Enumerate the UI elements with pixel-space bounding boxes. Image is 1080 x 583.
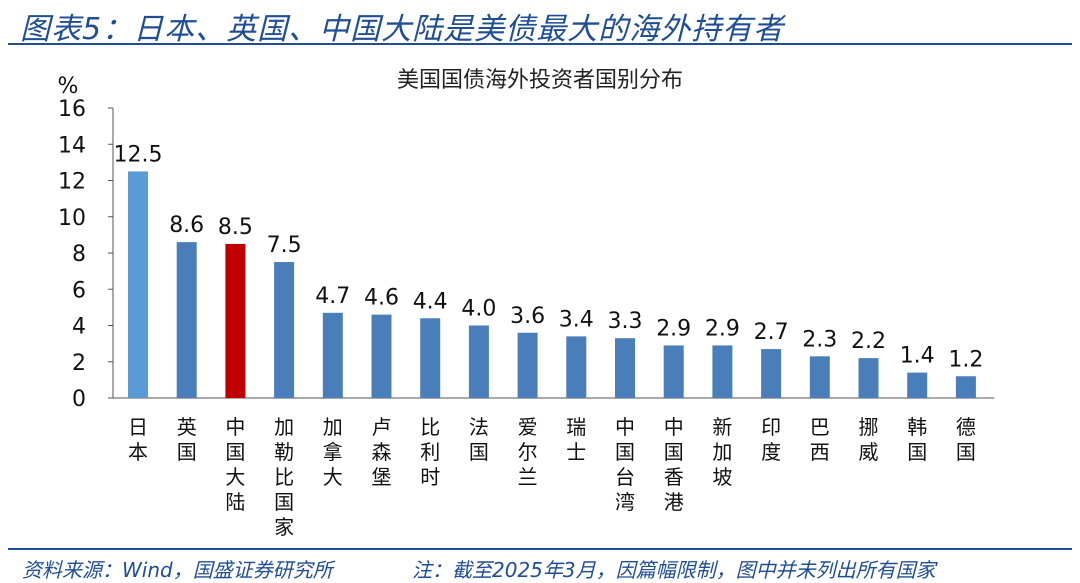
bar xyxy=(809,356,830,398)
x-tick-label: 挪威 xyxy=(859,415,879,464)
x-tick-label: 巴西 xyxy=(810,415,830,464)
bar xyxy=(371,314,392,398)
y-tick-label: 10 xyxy=(58,206,86,231)
data-label: 3.6 xyxy=(510,304,545,329)
data-label: 1.2 xyxy=(948,347,983,372)
figure-title: 图表5：日本、英国、中国大陆是美债最大的海外持有者 xyxy=(20,12,785,47)
x-tick-label: 日本 xyxy=(128,415,148,464)
bar xyxy=(955,376,976,398)
x-tick-label: 比利时 xyxy=(420,415,440,489)
data-label: 3.3 xyxy=(608,309,643,334)
y-tick-label: 8 xyxy=(72,242,86,267)
y-tick-label: 2 xyxy=(72,351,86,376)
figure-footer: 资料来源：Wind，国盛证券研究所 注：截至2025年3月，因篇幅限制，图中并未… xyxy=(0,546,1080,582)
bar xyxy=(663,345,684,398)
y-tick-label: 6 xyxy=(72,278,86,303)
x-tick-label: 加拿大 xyxy=(323,415,343,489)
bar xyxy=(761,349,782,398)
x-tick-label: 德国 xyxy=(956,415,976,464)
x-tick-label: 英国 xyxy=(177,415,197,464)
y-tick-label: 16 xyxy=(58,97,86,122)
bar xyxy=(274,262,295,398)
x-tick-label: 中国台湾 xyxy=(615,415,635,514)
bar xyxy=(566,336,587,398)
bar xyxy=(517,332,538,398)
x-tick-label: 新加坡 xyxy=(712,415,732,489)
source-note: 资料来源：Wind，国盛证券研究所 xyxy=(22,558,333,582)
footer-rule xyxy=(8,548,1072,550)
x-tick-label: 爱尔兰 xyxy=(518,415,538,489)
data-label: 12.5 xyxy=(114,142,163,167)
data-label: 4.0 xyxy=(461,297,496,322)
data-label: 3.4 xyxy=(559,307,594,332)
y-tick-label: 12 xyxy=(58,170,86,195)
bar xyxy=(128,171,148,398)
x-tick-label: 韩国 xyxy=(907,415,927,464)
data-label: 4.7 xyxy=(315,284,350,309)
data-label: 2.9 xyxy=(705,316,740,341)
data-label: 8.6 xyxy=(169,213,204,238)
y-tick-label: 4 xyxy=(72,315,86,340)
y-axis-label: % xyxy=(58,74,79,99)
data-label: 2.9 xyxy=(656,316,691,341)
figure-header: 图表5：日本、英国、中国大陆是美债最大的海外持有者 xyxy=(0,0,1080,47)
data-label: 2.7 xyxy=(754,320,789,345)
data-label: 2.3 xyxy=(802,327,837,352)
data-label: 4.4 xyxy=(413,289,448,314)
chart-title: 美国国债海外投资者国别分布 xyxy=(396,68,683,93)
bar xyxy=(176,242,197,398)
bar xyxy=(615,338,635,398)
bar xyxy=(712,345,733,398)
bar xyxy=(420,318,441,398)
y-tick-label: 14 xyxy=(58,133,86,158)
x-tick-label: 印度 xyxy=(761,415,781,464)
bar xyxy=(907,372,928,398)
x-tick-label: 卢森堡 xyxy=(372,415,392,489)
bar-chart: 0 2 4 6 8 10 12 14 16% 12.5 日本 8.6 英国 8.5 中国大陆 7.5 加勒比国家… xyxy=(58,74,995,539)
bar xyxy=(468,325,489,398)
y-tick-label: 0 xyxy=(72,387,86,412)
bar xyxy=(225,243,246,398)
header-rule xyxy=(8,43,1072,45)
data-label: 8.5 xyxy=(218,215,253,240)
data-label: 4.6 xyxy=(364,286,399,311)
x-tick-label: 中国大陆 xyxy=(225,415,245,514)
data-label: 7.5 xyxy=(267,233,302,258)
bar xyxy=(858,358,879,398)
footnote: 注：截至2025年3月，因篇幅限制，图中并未列出所有国家 xyxy=(412,558,936,582)
x-tick-label: 中国香港 xyxy=(664,415,684,514)
x-tick-label: 加勒比国家 xyxy=(274,415,294,539)
bar xyxy=(322,312,343,398)
x-tick-label: 法国 xyxy=(469,415,489,464)
x-tick-label: 瑞士 xyxy=(566,415,586,464)
data-label: 2.2 xyxy=(851,329,886,354)
data-label: 1.4 xyxy=(900,344,935,369)
